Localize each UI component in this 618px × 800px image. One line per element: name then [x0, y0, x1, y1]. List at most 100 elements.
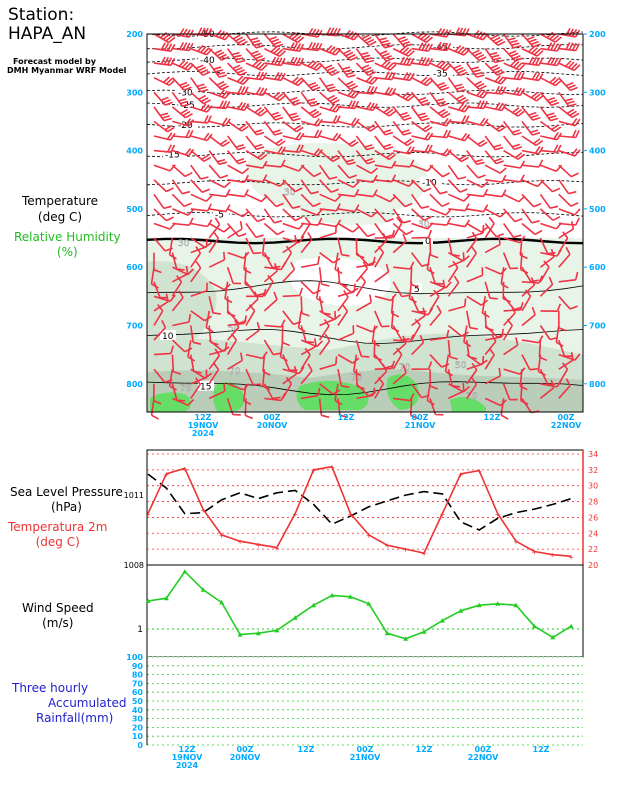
slp-unit: (hPa) — [50, 500, 82, 514]
rainfall-tick: 0 — [137, 741, 143, 750]
temp-tick: 32 — [588, 466, 598, 475]
wind-barb — [319, 179, 339, 193]
slp-temp-panel: 34 32 30 28 26 24 22 20 1011 1008 + + + + + + + + + + + + + + + +… — [124, 449, 598, 570]
wind-barb — [190, 164, 209, 180]
isotherm-label: -5 — [215, 211, 224, 221]
t2m-title: Temperatura 2m — [8, 520, 108, 534]
wind-barb — [208, 231, 220, 254]
rainfall-label: Three hourly Accumulated Rainfall(mm) — [12, 681, 127, 726]
wind-barb — [539, 248, 555, 268]
pressure-tick-left: 400 — [126, 147, 143, 156]
humidity-green-5 — [450, 397, 486, 412]
wind-barb — [263, 120, 283, 136]
wind-barb — [374, 59, 397, 71]
rainfall-tick: 20 — [132, 723, 144, 732]
wind-barb — [300, 179, 319, 195]
time-tick: 12Z — [195, 413, 212, 422]
isotherm-line — [146, 71, 584, 77]
temp2m-marker: + — [531, 549, 537, 557]
wind-barb — [300, 281, 321, 295]
wind-barb — [300, 296, 310, 317]
temp2m-marker: + — [163, 471, 169, 479]
wind-speed-marker — [531, 623, 537, 629]
isotherm-line — [146, 122, 584, 128]
wind-barb — [448, 115, 470, 124]
wind-barb — [484, 135, 504, 151]
wind-barb — [484, 216, 495, 239]
wind-barb — [337, 369, 350, 388]
wind-barb — [355, 222, 376, 238]
wind-barb — [484, 62, 505, 76]
wind-barb — [539, 276, 554, 297]
wind-barb — [411, 208, 432, 222]
wind-speed-marker — [439, 618, 445, 623]
wind-barb — [227, 221, 243, 239]
temp-tick: 34 — [588, 450, 598, 459]
wind-barb — [392, 364, 407, 385]
wind-barb — [429, 279, 446, 297]
wind-barb — [300, 339, 323, 348]
wind-barb — [190, 260, 202, 283]
wind-barb — [245, 208, 266, 223]
forecast-model-note: Forecast model by DMH Myanmar WRF Model — [7, 57, 126, 75]
wind-barb — [558, 179, 577, 195]
wind-speed-marker — [292, 615, 298, 620]
rain-time-tick: 12Z — [533, 745, 550, 754]
temperature-title: Temperature — [22, 194, 99, 208]
wind-barb — [429, 41, 452, 52]
wind-barb — [521, 306, 536, 327]
humidity-label: Relative Humidity (%) — [14, 230, 121, 260]
wind-barb — [190, 193, 213, 203]
wind-barb — [190, 219, 213, 228]
humidity-label: 70 — [180, 384, 192, 394]
wind-barb — [282, 31, 305, 44]
wind-barb — [503, 208, 523, 223]
isotherm-label: -30 — [178, 88, 193, 98]
wind-barb — [224, 281, 233, 304]
wind-barb — [466, 135, 488, 148]
wind-barb — [337, 89, 360, 99]
wind-barb — [319, 103, 342, 113]
temp2m-marker: + — [568, 553, 574, 561]
wind-barb — [392, 325, 410, 341]
wind-speed-label: Wind Speed (m/s) — [22, 601, 94, 631]
isotherm-label-bg — [176, 86, 198, 97]
isotherm-label: -20 — [178, 121, 193, 131]
wind-barb — [356, 164, 378, 175]
wind-barb — [208, 362, 220, 385]
wind-barb — [227, 62, 248, 77]
wind-barb — [392, 106, 412, 121]
humidity-label: 30 — [178, 239, 190, 249]
wind-barb — [172, 217, 194, 226]
wind-barb — [319, 132, 342, 142]
wind-barb — [429, 179, 448, 195]
wind-barb — [503, 71, 525, 81]
wind-barb — [539, 106, 559, 122]
wind-speed-marker — [145, 598, 151, 603]
wind-barb — [153, 42, 176, 52]
wind-barb — [411, 120, 433, 133]
rainfall-tick: 60 — [132, 688, 144, 697]
wind-barb — [190, 149, 212, 162]
wind-barb — [410, 318, 421, 341]
wind-barb — [429, 237, 439, 259]
wind-barb — [540, 164, 563, 172]
rainfall-tick: 40 — [132, 706, 144, 715]
wind-barb — [392, 120, 412, 136]
rain-year-tick: 2024 — [176, 761, 199, 770]
rainfall-frame — [147, 657, 583, 745]
wind-barb — [466, 179, 489, 188]
rain-time-tick: 12Z — [298, 745, 315, 754]
wind-barb — [410, 106, 430, 122]
wind-barb — [558, 352, 574, 370]
wind-barb — [337, 290, 349, 312]
wind-barb — [208, 62, 227, 78]
isotherm-line — [146, 152, 584, 158]
time-tick: 00Z — [264, 413, 281, 422]
wind-barb — [190, 115, 212, 124]
rainfall-line1: Three hourly — [12, 681, 89, 695]
wind-barb — [558, 77, 578, 92]
wind-barb — [374, 263, 390, 283]
wind-barb — [356, 174, 378, 183]
